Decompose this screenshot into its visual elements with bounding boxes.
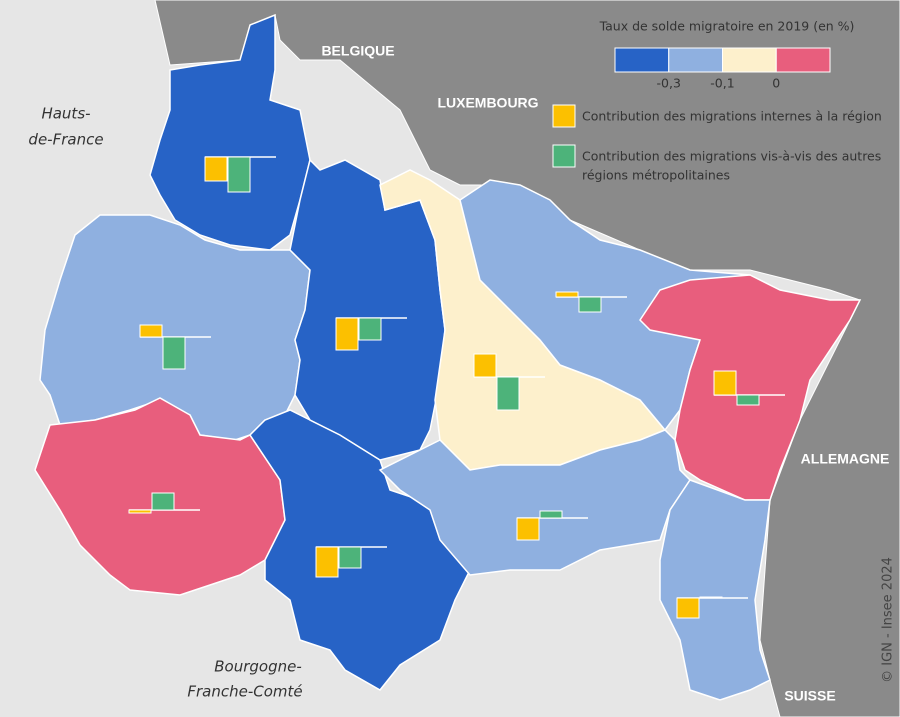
country-label: LUXEMBOURG — [437, 95, 538, 111]
department — [659, 479, 771, 701]
bar-internal — [555, 291, 579, 298]
legend-threshold: 0 — [772, 76, 780, 91]
bar-external — [496, 376, 520, 411]
bar-internal — [139, 324, 163, 338]
bar-internal — [473, 353, 497, 378]
region-label: Franche-Comté — [187, 683, 302, 701]
bar-internal — [335, 317, 359, 351]
bar-internal — [128, 509, 152, 514]
bar-external — [578, 296, 602, 313]
legend-swatch — [722, 47, 777, 73]
legend-swatch — [775, 47, 831, 73]
legend-title: Taux de solde migratoire en 2019 (en %) — [599, 19, 855, 34]
legend-bar-label: Contribution des migrations vis-à-vis de… — [582, 149, 881, 164]
bar-external — [358, 317, 382, 341]
bar-internal — [204, 156, 228, 182]
country-label: SUISSE — [784, 688, 835, 704]
bar-internal — [315, 546, 339, 578]
legend-threshold: -0,1 — [710, 76, 734, 91]
bar-external — [736, 394, 760, 406]
region-label: Bourgogne- — [214, 658, 302, 676]
legend-bar-swatch — [552, 104, 576, 128]
bar-internal — [713, 370, 737, 396]
bar-charts — [128, 156, 785, 619]
legend-bar-label: Contribution des migrations internes à l… — [582, 109, 882, 124]
bar-external — [227, 156, 251, 193]
bar-external — [338, 546, 362, 569]
legend: Taux de solde migratoire en 2019 (en %) … — [552, 19, 882, 183]
bar-external — [151, 492, 175, 511]
legend-swatch — [668, 47, 723, 73]
bar-internal — [516, 517, 540, 541]
legend-threshold: -0,3 — [657, 76, 681, 91]
credit: © IGN - Insee 2024 — [881, 557, 896, 683]
country-label: ALLEMAGNE — [801, 451, 890, 467]
bar-external — [699, 596, 723, 599]
bar-internal — [676, 597, 700, 619]
department — [639, 274, 862, 501]
legend-swatch — [614, 47, 670, 73]
bar-external — [539, 510, 563, 519]
bar-external — [162, 336, 186, 370]
region-label: de-France — [28, 131, 103, 149]
region-label: Hauts- — [41, 105, 90, 123]
department — [149, 13, 311, 251]
legend-bar-label: régions métropolitaines — [582, 168, 730, 183]
country-label: BELGIQUE — [321, 43, 394, 59]
legend-bar-swatch — [552, 144, 576, 168]
